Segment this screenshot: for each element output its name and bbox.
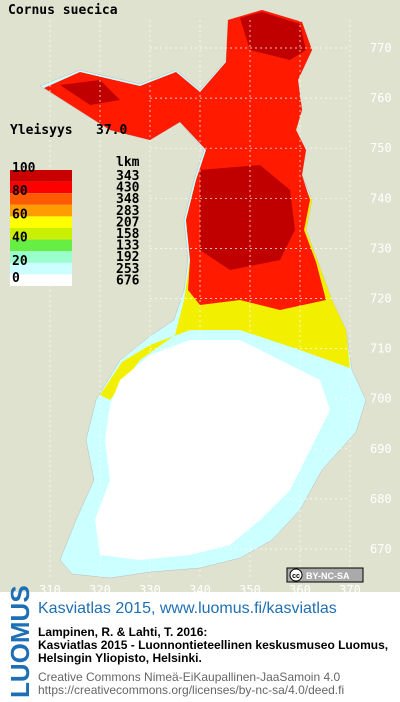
x-label: 320 xyxy=(89,583,111,597)
y-label: 670 xyxy=(370,542,392,556)
legend-swatch xyxy=(10,216,72,228)
legend-scale-label: 20 xyxy=(12,254,28,269)
legend-count: 192 xyxy=(116,250,139,265)
license: Creative Commons Nimeä-EiKaupallinen-Jaa… xyxy=(38,670,344,697)
legend-count: 676 xyxy=(116,273,140,288)
license-line: Creative Commons Nimeä-EiKaupallinen-Jaa… xyxy=(38,670,340,684)
legend-swatch xyxy=(10,181,72,194)
y-label: 770 xyxy=(370,41,392,55)
y-label: 720 xyxy=(370,292,392,306)
legend-scale-label: 80 xyxy=(12,184,28,199)
citation-line: Helsingin Yliopisto, Helsinki. xyxy=(38,651,202,665)
x-label: 360 xyxy=(289,583,311,597)
legend-swatch xyxy=(10,262,72,275)
x-label: 340 xyxy=(189,583,211,597)
legend-count: 207 xyxy=(116,215,139,230)
citation: Lampinen, R. & Lahti, T. 2016:Kasviatlas… xyxy=(38,625,388,665)
license-line: https://creativecommons.org/licenses/by-… xyxy=(38,683,344,697)
citation-line: Lampinen, R. & Lahti, T. 2016: xyxy=(38,625,207,639)
map xyxy=(39,9,367,579)
grid: 770 760 750 740 730 720 710 700 690 680 670 310 320 3… xyxy=(39,20,392,597)
legend-scale-label: 0 xyxy=(12,271,20,286)
badge-circle xyxy=(289,568,303,582)
legend-swatch xyxy=(10,274,72,286)
y-label: 760 xyxy=(370,91,392,105)
x-label: 310 xyxy=(39,583,61,597)
legend-count: 348 xyxy=(116,192,140,207)
x-label: 370 xyxy=(339,583,361,597)
badge-icon: cc xyxy=(292,573,300,580)
citation-line: Kasviatlas 2015 - Luonnontieteellinen ke… xyxy=(38,638,388,652)
brand: LUOMUS xyxy=(5,585,35,698)
legend-count: 133 xyxy=(116,239,139,254)
x-label: 350 xyxy=(239,583,261,597)
legend-swatch xyxy=(10,251,72,263)
badge-text: BY-NC-SA xyxy=(306,571,350,581)
species-title: Cornus suecica xyxy=(8,3,118,18)
legend-header: lkm xyxy=(116,155,140,170)
license-badge: cc BY-NC-SA xyxy=(286,567,364,583)
legend-swatch xyxy=(10,193,72,205)
frequency-value: 37.0 xyxy=(96,123,127,138)
legend-scale-label: 40 xyxy=(12,231,28,246)
x-label: 330 xyxy=(139,583,161,597)
legend-scale-label: 100 xyxy=(12,161,36,176)
legend-count: 253 xyxy=(116,262,139,277)
legend-count: 283 xyxy=(116,204,139,219)
legend-count: 158 xyxy=(116,227,140,242)
headline: Kasviatlas 2015, www.luomus.fi/kasviatla… xyxy=(38,600,337,617)
white-south xyxy=(95,340,330,560)
y-label: 750 xyxy=(370,141,392,155)
y-label: 690 xyxy=(370,442,392,456)
badge-box xyxy=(286,567,364,583)
y-label: 740 xyxy=(370,191,392,205)
dark-red-area xyxy=(60,12,306,270)
legend-count: 343 xyxy=(116,169,139,184)
y-label: 730 xyxy=(370,241,392,255)
frequency-label: Yleisyys xyxy=(10,123,73,138)
legend-scale-label: 60 xyxy=(12,207,28,222)
legend-count: 430 xyxy=(116,181,140,196)
legend-swatch xyxy=(10,170,72,182)
y-label: 710 xyxy=(370,342,392,356)
legend-swatch xyxy=(10,228,72,240)
legend-swatch xyxy=(10,239,72,252)
legend-swatch xyxy=(10,204,72,217)
y-label: 680 xyxy=(370,492,392,506)
y-label: 700 xyxy=(370,392,392,406)
